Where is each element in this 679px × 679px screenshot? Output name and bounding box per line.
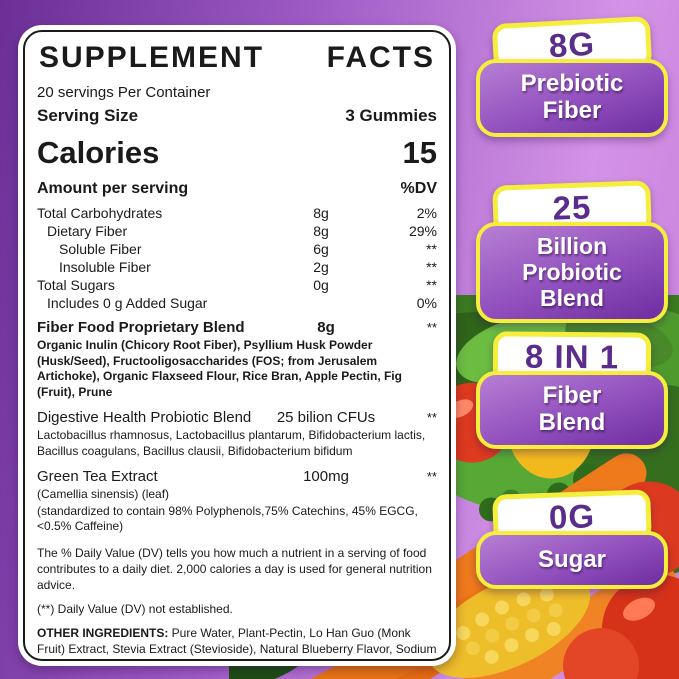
blend-name: Fiber Food Proprietary Blend: [37, 319, 245, 337]
blend-row-probiotic: Digestive Health Probiotic Blend 25 bili…: [37, 408, 437, 427]
daily-value-footnote: The % Daily Value (DV) tells you how muc…: [37, 545, 432, 592]
green-tea-species: (Camellia sinensis) (leaf): [37, 487, 170, 502]
nutrient-row-total-carbohydrates: Total Carbohydrates 8g 2%: [37, 204, 437, 222]
nutrient-row-added-sugar: Includes 0 g Added Sugar 0%: [37, 294, 437, 312]
serving-size-value: 3 Gummies: [345, 105, 437, 125]
other-ingredients-text: Pure Water, Plant-Pectin, Lo Han Guo (Mo…: [37, 625, 437, 659]
nutrient-amount: [261, 294, 381, 312]
blend-amount: 100mg: [303, 468, 349, 486]
nutrient-dv: **: [426, 277, 437, 294]
badge-label-pill: Billion Probiotic Blend: [476, 222, 668, 324]
badge-label-pill: Sugar: [476, 531, 668, 589]
nutrient-name: Total Sugars: [37, 277, 115, 294]
title-word-facts: FACTS: [326, 41, 435, 74]
nutrient-amount: 8g: [313, 223, 329, 240]
blend-amount: 8g: [317, 319, 335, 337]
serving-size-label: Serving Size: [37, 105, 139, 125]
amount-per-serving-header: Amount per serving: [37, 180, 189, 198]
nutrient-name: Total Carbohydrates: [37, 205, 163, 222]
calories-value: 15: [402, 134, 437, 170]
green-tea-standardization: (standardized to contain 98% Polyphenols…: [37, 503, 418, 534]
nutrient-row-insoluble-fiber: Insoluble Fiber 2g **: [37, 258, 437, 276]
title-word-supplement: SUPPLEMENT: [39, 41, 265, 74]
nutrient-row-soluble-fiber: Soluble Fiber 6g **: [37, 240, 437, 258]
nutrient-amount: 0g: [313, 277, 329, 294]
amount-dv-header: Amount per serving %DV: [37, 178, 437, 200]
blend-name: Green Tea Extract: [37, 468, 158, 486]
badge-prebiotic-fiber: 8G Prebiotic Fiber: [476, 15, 668, 137]
badge-fiber-blend: 8 IN 1 Fiber Blend: [476, 331, 668, 449]
calories-row: Calories 15: [37, 133, 437, 172]
nutrient-name: Includes 0 g Added Sugar: [47, 295, 208, 312]
blend-dv: **: [426, 410, 437, 426]
nutrient-amount: 8g: [313, 205, 329, 222]
nutrient-name: Dietary Fiber: [47, 223, 128, 240]
blend-ingredients-probiotic: Lactobacillus rhamnosus, Lactobacillus p…: [37, 428, 426, 458]
badge-probiotic-blend: 25 Billion Probiotic Blend: [476, 180, 668, 324]
nutrient-dv: **: [426, 259, 437, 276]
nutrient-row-total-sugars: Total Sugars 0g **: [37, 276, 437, 294]
blend-amount: 25 bilion CFUs: [276, 409, 376, 427]
servings-per-container: 20 servings Per Container: [37, 84, 211, 101]
blend-row-fiber-food: Fiber Food Proprietary Blend 8g **: [37, 318, 437, 337]
badge-label-pill: Fiber Blend: [476, 371, 668, 449]
supplement-facts-panel: SUPPLEMENT FACTS 20 servings Per Contain…: [18, 25, 456, 666]
serving-size-row: Serving Size 3 Gummies: [37, 105, 437, 127]
blend-dv: **: [426, 320, 437, 336]
nutrient-dv: **: [426, 241, 437, 258]
badge-sugar: 0G Sugar: [476, 489, 668, 589]
nutrient-dv: 29%: [408, 223, 437, 240]
supplement-facts-inner: SUPPLEMENT FACTS 20 servings Per Contain…: [23, 30, 451, 661]
dv-not-established-footnote: (**) Daily Value (DV) not established.: [37, 601, 233, 616]
nutrient-dv: 0%: [416, 295, 437, 312]
panel-title: SUPPLEMENT FACTS: [37, 39, 437, 74]
nutrient-name: Soluble Fiber: [59, 241, 142, 258]
blend-ingredients-fiber-food: Organic Inulin (Chicory Root Fiber), Psy…: [37, 338, 402, 399]
nutrient-row-dietary-fiber: Dietary Fiber 8g 29%: [37, 222, 437, 240]
nutrient-name: Insoluble Fiber: [59, 259, 151, 276]
nutrient-dv: 2%: [416, 205, 437, 222]
other-ingredients-label: OTHER INGREDIENTS:: [37, 625, 169, 640]
nutrient-amount: 6g: [313, 241, 329, 258]
dv-header: %DV: [400, 180, 437, 198]
blend-name: Digestive Health Probiotic Blend: [37, 409, 252, 427]
other-ingredients: OTHER INGREDIENTS: Pure Water, Plant-Pec…: [37, 625, 437, 659]
calories-label: Calories: [37, 134, 160, 170]
nutrient-amount: 2g: [313, 259, 329, 276]
blend-dv: **: [426, 469, 437, 485]
badge-label-pill: Prebiotic Fiber: [476, 59, 668, 137]
blend-row-green-tea: Green Tea Extract 100mg **: [37, 467, 437, 486]
